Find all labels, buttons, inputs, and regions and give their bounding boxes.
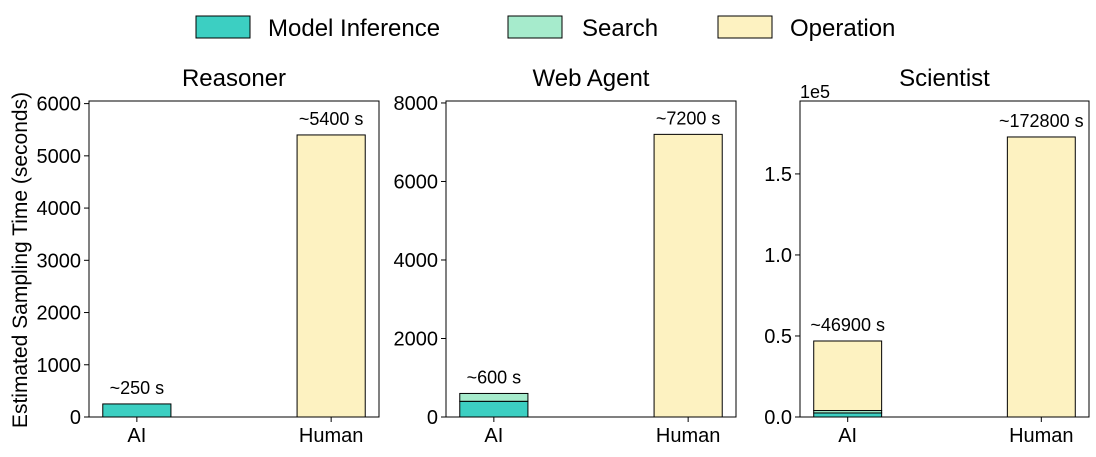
x-tick-label-ai: AI (127, 425, 146, 447)
data-label-human: ~7200 s (656, 108, 721, 128)
bar-ai-model-inference (459, 400, 529, 418)
data-label-human: ~5400 s (299, 109, 364, 129)
panel-web-agent: Web Agent ~600 s AI ~7200 s Human 0 2000 4000 60… (394, 65, 737, 447)
bar-human-operation (1006, 136, 1076, 418)
y-tick-label: 0.5 (764, 326, 792, 348)
legend: Model Inference Search Operation (195, 15, 895, 42)
y-tick-label: 4000 (37, 198, 82, 220)
bar-ai-model-inference (102, 403, 172, 418)
y-tick-label: 0 (70, 407, 81, 429)
y-tick-label: 6000 (394, 171, 439, 193)
y-tick-label: 1000 (37, 355, 82, 377)
panel-reasoner: Reasoner ~250 s AI ~5400 s Human 0 1000 2000 300… (37, 65, 380, 447)
panel-scientist: Scientist ~46900 s AI ~172800 s Human 0.0 0.5 1… (764, 65, 1090, 447)
chart-panels: Reasoner ~250 s AI ~5400 s Human 0 1000 2000 300… (37, 65, 1090, 447)
y-tick-label: 6000 (37, 94, 82, 116)
data-label-ai: ~600 s (467, 367, 522, 387)
y-offset-label: 1e5 (800, 82, 830, 102)
legend-label-search: Search (582, 15, 658, 42)
legend-swatch-operation (717, 15, 773, 39)
y-tick-label: 2000 (37, 303, 82, 325)
bar-ai-operation (813, 340, 883, 412)
bar-ai-model-inference (813, 412, 883, 418)
y-tick-label: 5000 (37, 146, 82, 168)
x-tick-label-ai: AI (484, 425, 503, 447)
bar-ai-search (459, 392, 529, 402)
y-tick-label: 3000 (37, 250, 82, 272)
y-tick-label: 2000 (394, 328, 439, 350)
y-tick-label: 0 (427, 407, 438, 429)
panel-title: Scientist (899, 65, 990, 92)
x-tick-label-human: Human (1009, 425, 1073, 447)
panel-title: Web Agent (533, 65, 650, 92)
legend-label-model-inference: Model Inference (268, 15, 440, 42)
y-tick-label: 4000 (394, 250, 439, 272)
bar-human-operation (653, 133, 723, 418)
data-label-ai: ~250 s (110, 378, 165, 398)
y-tick-label: 0.0 (764, 407, 792, 429)
x-tick-label-ai: AI (838, 425, 857, 447)
axes-frame (799, 100, 1090, 418)
axes-frame (445, 100, 737, 418)
panel-title: Reasoner (182, 65, 286, 92)
y-axis-label: Estimated Sampling Time (seconds) (9, 92, 32, 428)
y-tick-label: 8000 (394, 93, 439, 115)
legend-swatch-search (507, 15, 563, 39)
axes-frame (88, 100, 380, 418)
data-label-ai: ~46900 s (810, 315, 885, 335)
bar-human-operation (296, 134, 366, 418)
legend-label-operation: Operation (790, 15, 895, 42)
y-tick-label: 1.0 (764, 245, 792, 267)
x-tick-label-human: Human (299, 425, 363, 447)
y-tick-label: 1.5 (764, 164, 792, 186)
data-label-human: ~172800 s (999, 111, 1084, 131)
x-tick-label-human: Human (656, 425, 720, 447)
legend-swatch-model-inference (195, 15, 251, 39)
